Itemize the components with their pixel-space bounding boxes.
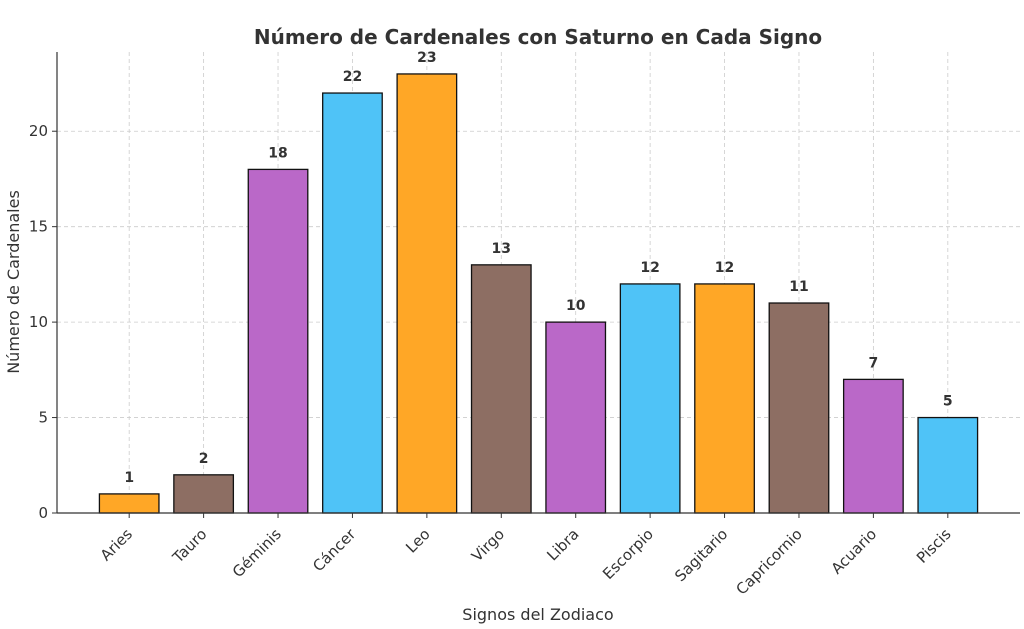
data-label: 2 xyxy=(199,451,209,467)
data-label: 7 xyxy=(869,355,879,371)
data-label: 12 xyxy=(640,260,659,276)
y-tick-label: 20 xyxy=(29,122,48,140)
data-label: 22 xyxy=(343,69,362,85)
data-label: 12 xyxy=(715,260,734,276)
y-tick-label: 0 xyxy=(38,504,48,522)
bar xyxy=(694,283,755,514)
bar xyxy=(247,168,309,514)
bar xyxy=(322,92,383,514)
x-tick-label: Capricornio xyxy=(732,525,805,598)
data-label: 11 xyxy=(789,279,808,295)
x-tick-label: Libra xyxy=(543,525,582,564)
bar xyxy=(98,493,160,514)
chart-title: Número de Cardenales con Saturno en Cada… xyxy=(254,25,822,49)
x-axis-label: Signos del Zodiaco xyxy=(462,605,613,624)
bar xyxy=(396,73,458,514)
bar xyxy=(545,321,607,514)
x-tick-label: Leo xyxy=(402,525,433,556)
bar xyxy=(619,283,681,514)
x-tick-label: Cáncer xyxy=(309,525,360,576)
data-label: 10 xyxy=(566,298,586,314)
bar xyxy=(470,264,532,514)
x-tick-label: Aries xyxy=(97,525,136,564)
x-tick-label: Géminis xyxy=(229,525,285,581)
x-tick-label: Acuario xyxy=(828,525,881,578)
bar xyxy=(917,416,979,514)
x-tick-label: Tauro xyxy=(168,525,210,567)
data-label: 5 xyxy=(943,394,953,410)
data-label: 23 xyxy=(417,50,436,66)
y-tick-label: 15 xyxy=(29,218,48,236)
data-label: 13 xyxy=(492,241,511,257)
data-label: 18 xyxy=(268,145,287,161)
x-tick-label: Piscis xyxy=(913,525,955,567)
data-label: 1 xyxy=(124,470,134,486)
bar xyxy=(173,474,235,514)
bar xyxy=(842,378,904,514)
bar xyxy=(768,302,830,514)
x-tick-label: Escorpio xyxy=(599,525,657,583)
x-tick-label: Virgo xyxy=(468,525,508,565)
x-tick-label: Sagitario xyxy=(671,525,731,585)
y-tick-label: 5 xyxy=(38,409,48,427)
y-tick-label: 10 xyxy=(29,313,48,331)
y-axis-label: Número de Cardenales xyxy=(4,190,23,374)
